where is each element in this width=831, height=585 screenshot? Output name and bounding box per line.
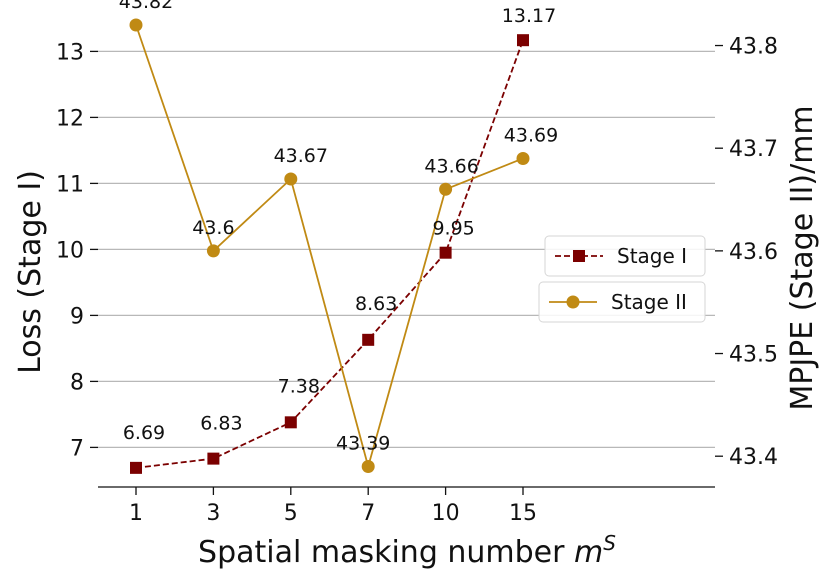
data-label: 43.82 [119,0,173,13]
data-point-square [439,246,452,259]
x-tick-label: 10 [432,501,460,526]
data-labels: 6.69 6.83 7.38 8.63 9.95 13.17 43.82 43.6 43.67 4… [119,0,558,454]
x-tick-label: 3 [206,501,220,526]
data-label: 9.95 [432,218,474,240]
data-label: 43.6 [192,217,234,239]
legend-box [538,281,706,323]
left-tick-label: 10 [56,238,84,263]
data-point-circle [516,151,530,165]
right-tick-label: 43.5 [729,343,778,368]
data-label: 13.17 [502,5,556,27]
right-tick-label: 43.6 [729,240,778,265]
legend-marker-circle [566,295,580,309]
data-point-circle [284,172,298,186]
data-label: 8.63 [355,293,397,315]
data-point-circle [361,459,375,473]
legend: Stage I Stage II [538,235,706,323]
data-label: 6.83 [200,413,242,435]
data-point-square [362,333,375,346]
series-line-stage-ii [135,24,524,470]
left-tick-label: 9 [70,304,84,329]
data-point-square [207,452,220,465]
right-tick-label: 43.4 [729,445,778,470]
legend-box [544,235,706,277]
left-y-axis-title: Loss (Stage I) [13,170,48,374]
left-tick-label: 8 [70,370,84,395]
data-label: 43.39 [336,432,390,454]
data-point-circle [129,18,143,32]
data-label: 43.66 [424,155,478,177]
x-tick-label: 1 [129,501,143,526]
left-tick-label: 12 [56,106,84,131]
x-tick-label: 15 [509,501,537,526]
x-tick-label: 7 [361,501,375,526]
series-line-stage-i [135,39,524,469]
data-label: 6.69 [123,422,165,444]
left-tick-label: 11 [56,172,84,197]
right-tick-label: 43.8 [729,35,778,60]
x-tick-label: 5 [284,501,298,526]
data-point-square [284,416,297,429]
left-tick-label: 7 [70,436,84,461]
x-axis-title: Spatial masking number mS [198,531,616,570]
data-point-square [130,461,142,474]
legend-label: Stage I [617,244,687,268]
data-point-square [517,34,529,47]
right-y-axis-title: MPJPE (Stage II)/mm [785,105,820,410]
data-label: 7.38 [278,375,320,397]
legend-marker-square [573,250,585,262]
right-tick-label: 43.7 [729,137,778,162]
data-label: 43.69 [504,124,558,146]
data-point-circle [439,182,453,196]
gridlines [98,50,715,449]
left-tick-label: 13 [56,40,84,65]
data-point-circle [206,244,220,258]
series-layer [129,18,530,474]
legend-label: Stage II [611,290,687,314]
data-label: 43.67 [274,145,328,167]
